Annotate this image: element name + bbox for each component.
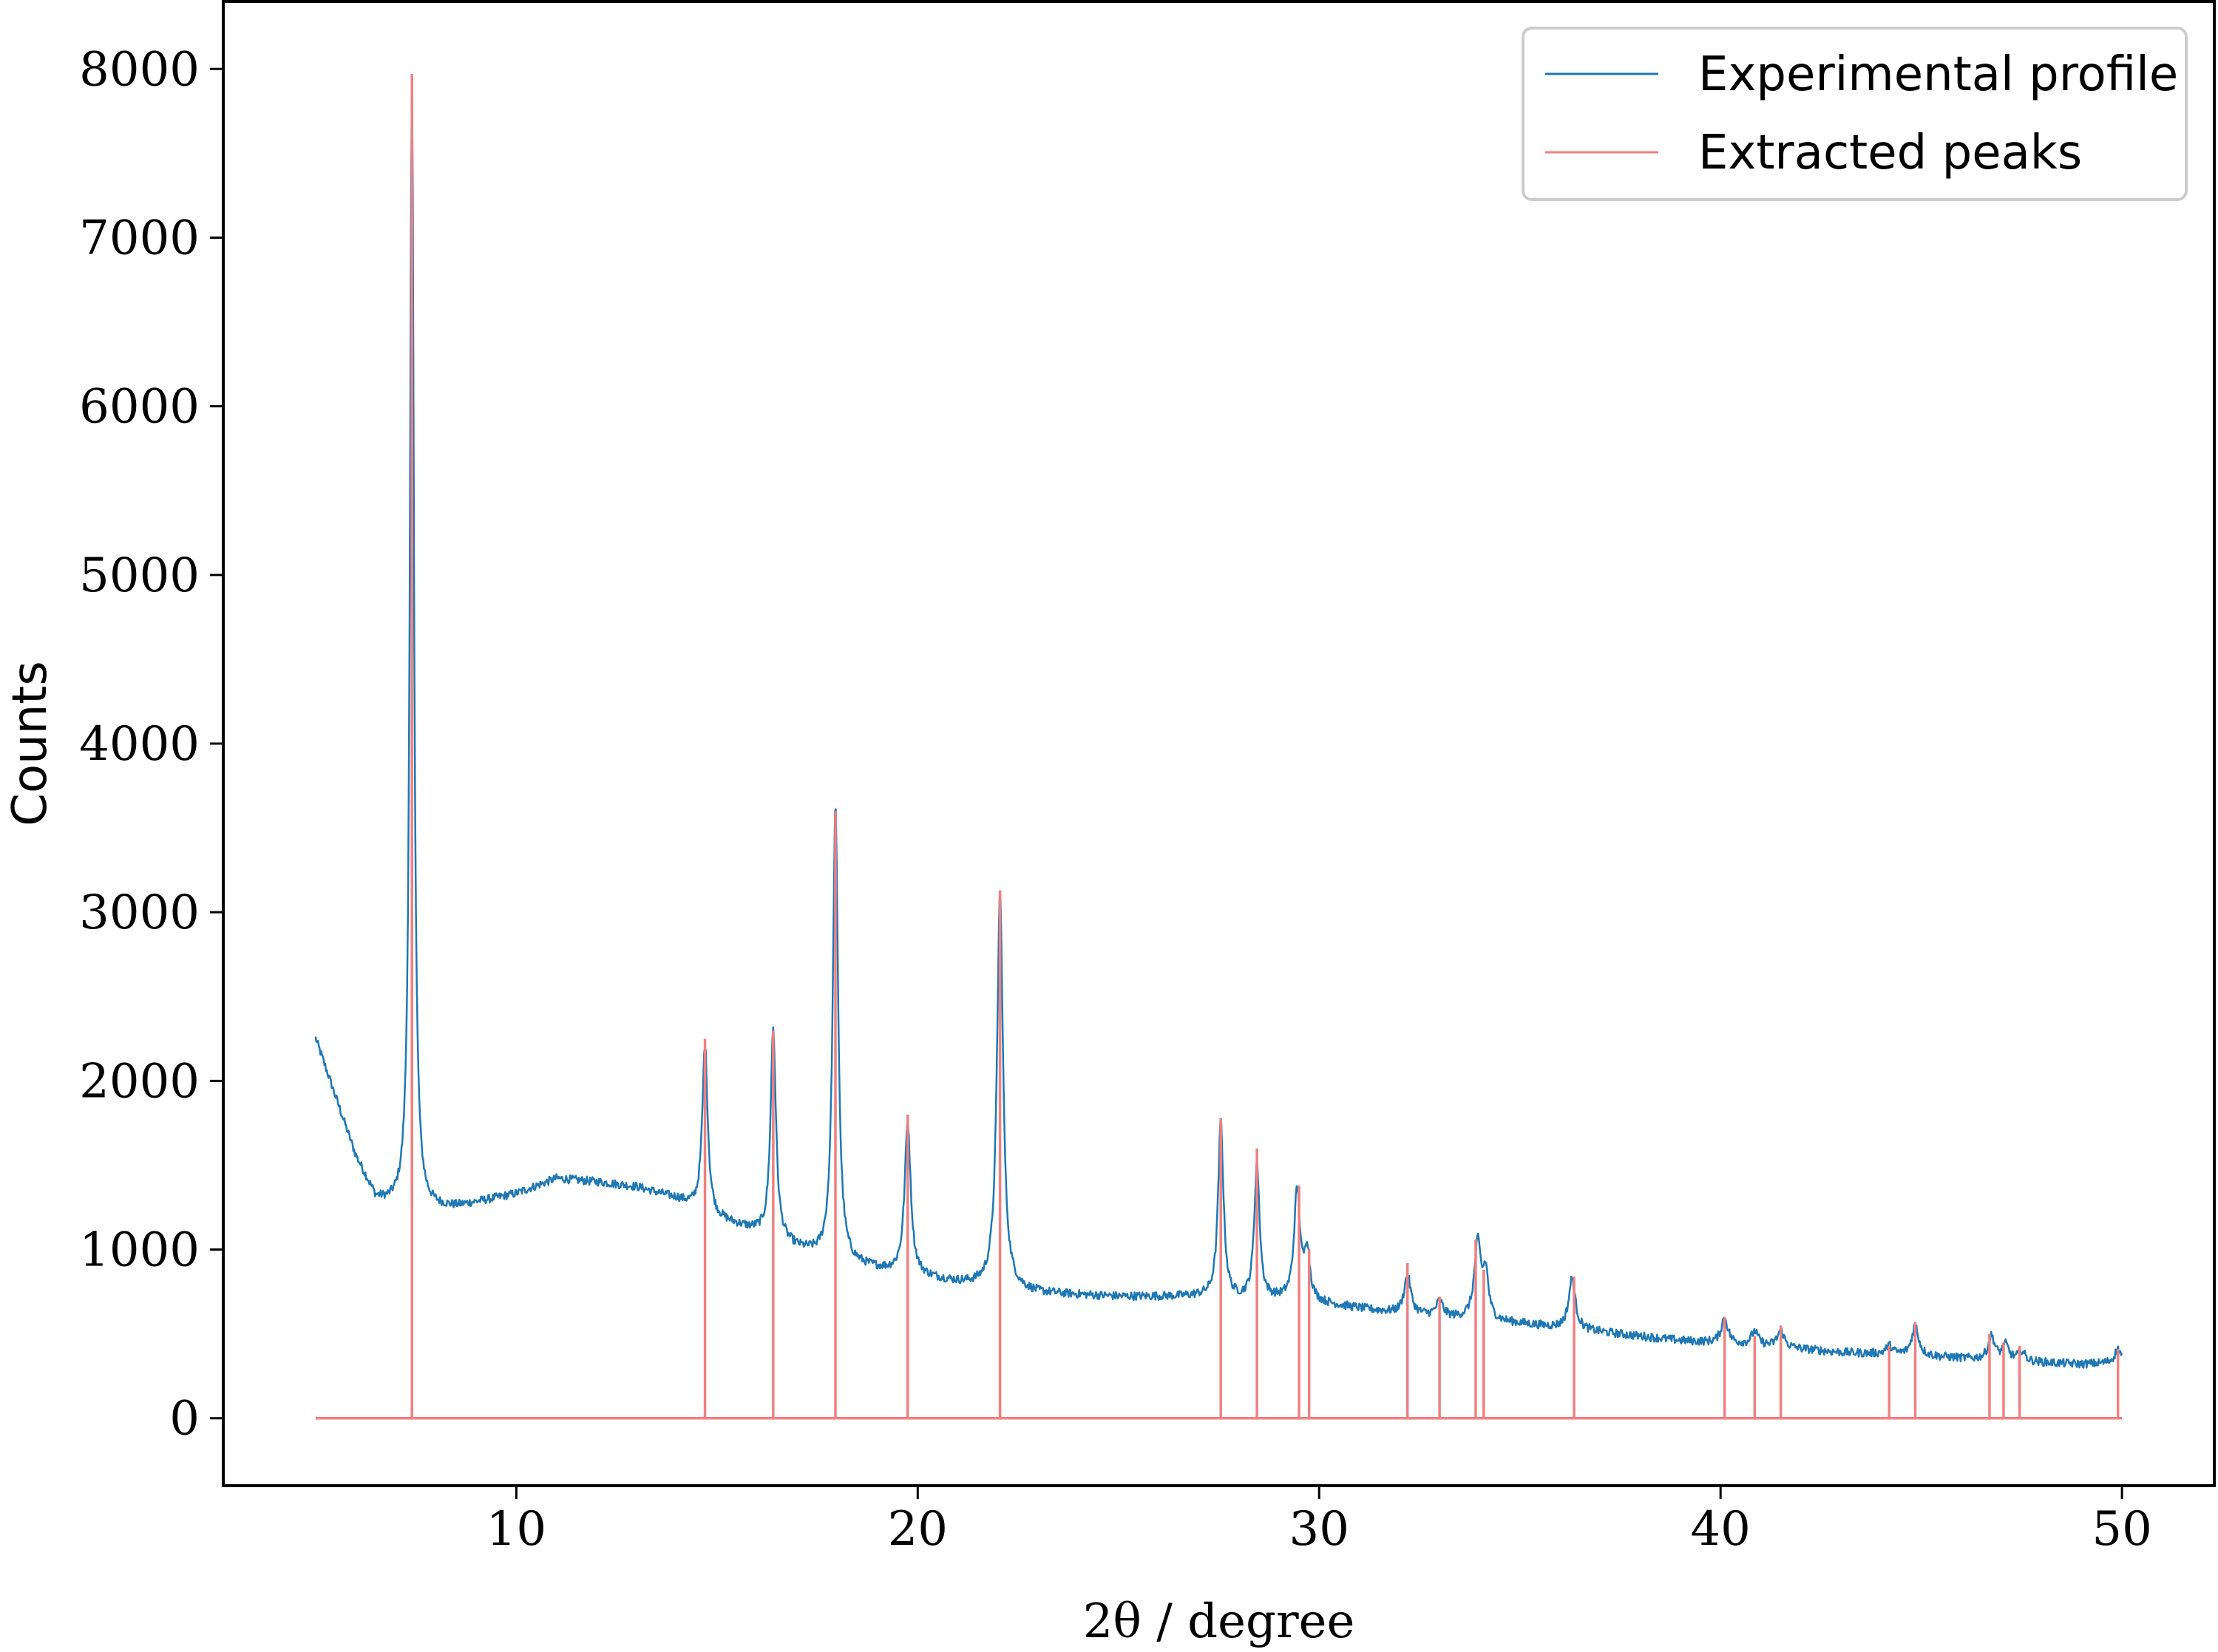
x-tick-label: 20 <box>888 1502 948 1557</box>
y-axis: 0 1000 2000 3000 4000 5000 6000 7000 8000 <box>79 42 223 1447</box>
y-tick-label: 7000 <box>79 211 200 265</box>
y-tick-label: 6000 <box>79 380 200 435</box>
y-tick-label: 8000 <box>79 42 200 97</box>
legend-box <box>1522 27 2188 201</box>
y-tick-label: 0 <box>169 1392 200 1447</box>
legend: Experimental profile Extracted peaks <box>1522 27 2188 201</box>
y-tick-label: 3000 <box>79 886 200 940</box>
x-tick-label: 40 <box>1690 1502 1750 1557</box>
y-tick-label: 2000 <box>79 1054 200 1109</box>
legend-label-extracted: Extracted peaks <box>1698 126 2082 180</box>
x-tick-label: 50 <box>2092 1502 2151 1557</box>
x-tick-label: 30 <box>1289 1502 1349 1557</box>
legend-label-experimental: Experimental profile <box>1698 47 2178 102</box>
x-axis-title: 2θ / degree <box>1083 1594 1355 1649</box>
y-axis-title: Counts <box>3 661 58 826</box>
x-axis: 10 20 30 40 50 <box>486 1486 2152 1557</box>
y-tick-label: 1000 <box>79 1223 200 1278</box>
experimental-profile-line <box>314 78 2123 1369</box>
y-tick-label: 4000 <box>79 717 200 772</box>
series-layer <box>314 74 2123 1420</box>
y-tick-label: 5000 <box>79 548 200 603</box>
x-tick-label: 10 <box>486 1502 546 1557</box>
plot-area: 10 20 30 40 50 0 1000 2000 3000 4000 5000 6000 7000… <box>79 0 2216 1557</box>
